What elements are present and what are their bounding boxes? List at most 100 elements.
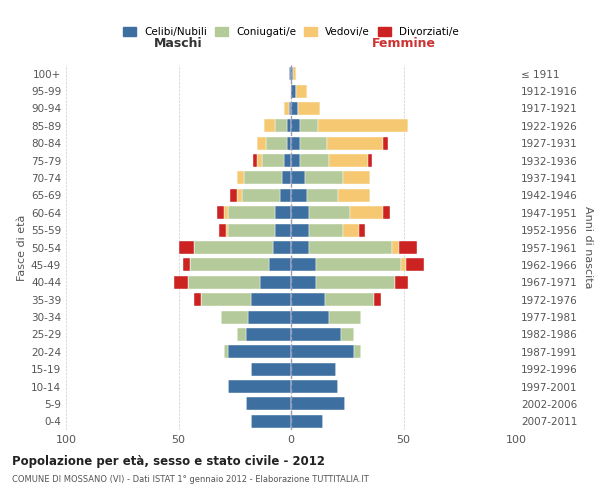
Bar	[275, 224, 291, 236]
Bar	[230, 189, 237, 202]
Bar	[343, 224, 359, 236]
Bar	[291, 189, 307, 202]
Bar	[291, 310, 329, 324]
Bar	[287, 136, 291, 149]
Bar	[325, 293, 374, 306]
Text: Maschi: Maschi	[154, 38, 203, 51]
Bar	[354, 346, 361, 358]
Bar	[237, 189, 241, 202]
Bar	[190, 258, 269, 272]
Bar	[307, 189, 338, 202]
Bar	[349, 206, 383, 220]
Bar	[291, 241, 309, 254]
Bar	[201, 293, 251, 306]
Text: Femmine: Femmine	[371, 38, 436, 51]
Bar	[187, 276, 260, 289]
Bar	[241, 189, 280, 202]
Bar	[298, 102, 320, 115]
Bar	[253, 154, 257, 167]
Bar	[300, 154, 329, 167]
Bar	[223, 206, 228, 220]
Bar	[291, 328, 341, 341]
Bar	[226, 224, 228, 236]
Bar	[289, 67, 291, 80]
Bar	[291, 346, 354, 358]
Text: Popolazione per età, sesso e stato civile - 2012: Popolazione per età, sesso e stato civil…	[12, 455, 325, 468]
Bar	[275, 206, 291, 220]
Bar	[269, 258, 291, 272]
Bar	[262, 154, 284, 167]
Bar	[246, 328, 291, 341]
Legend: Celibi/Nubili, Coniugati/e, Vedovi/e, Divorziati/e: Celibi/Nubili, Coniugati/e, Vedovi/e, Di…	[119, 23, 463, 42]
Bar	[237, 172, 244, 184]
Bar	[266, 136, 287, 149]
Bar	[291, 380, 338, 393]
Bar	[329, 154, 367, 167]
Bar	[374, 293, 381, 306]
Bar	[300, 120, 318, 132]
Bar	[291, 172, 305, 184]
Bar	[223, 346, 228, 358]
Bar	[291, 258, 316, 272]
Bar	[219, 224, 226, 236]
Bar	[316, 258, 401, 272]
Bar	[244, 172, 282, 184]
Bar	[401, 258, 406, 272]
Bar	[383, 136, 388, 149]
Bar	[383, 206, 390, 220]
Bar	[246, 398, 291, 410]
Y-axis label: Anni di nascita: Anni di nascita	[583, 206, 593, 289]
Bar	[305, 172, 343, 184]
Bar	[257, 154, 262, 167]
Bar	[248, 310, 291, 324]
Bar	[367, 154, 372, 167]
Bar	[251, 415, 291, 428]
Bar	[228, 346, 291, 358]
Bar	[174, 276, 187, 289]
Bar	[251, 293, 291, 306]
Bar	[296, 84, 307, 98]
Bar	[291, 415, 323, 428]
Bar	[338, 189, 370, 202]
Text: COMUNE DI MOSSANO (VI) - Dati ISTAT 1° gennaio 2012 - Elaborazione TUTTITALIA.IT: COMUNE DI MOSSANO (VI) - Dati ISTAT 1° g…	[12, 475, 369, 484]
Bar	[327, 136, 383, 149]
Bar	[291, 206, 309, 220]
Bar	[228, 224, 275, 236]
Bar	[329, 310, 361, 324]
Bar	[341, 328, 354, 341]
Bar	[217, 206, 223, 220]
Bar	[399, 241, 417, 254]
Bar	[291, 362, 336, 376]
Bar	[291, 398, 345, 410]
Bar	[221, 310, 248, 324]
Bar	[293, 67, 296, 80]
Bar	[300, 136, 327, 149]
Bar	[257, 136, 266, 149]
Bar	[194, 241, 273, 254]
Bar	[280, 189, 291, 202]
Bar	[282, 172, 291, 184]
Bar	[406, 258, 424, 272]
Bar	[183, 258, 190, 272]
Bar	[228, 206, 275, 220]
Bar	[309, 206, 349, 220]
Bar	[291, 276, 316, 289]
Bar	[260, 276, 291, 289]
Bar	[284, 102, 289, 115]
Bar	[316, 276, 395, 289]
Y-axis label: Fasce di età: Fasce di età	[17, 214, 27, 280]
Bar	[291, 154, 300, 167]
Bar	[291, 102, 298, 115]
Bar	[228, 380, 291, 393]
Bar	[309, 241, 392, 254]
Bar	[392, 241, 399, 254]
Bar	[251, 362, 291, 376]
Bar	[291, 84, 296, 98]
Bar	[343, 172, 370, 184]
Bar	[318, 120, 408, 132]
Bar	[291, 67, 293, 80]
Bar	[237, 328, 246, 341]
Bar	[284, 154, 291, 167]
Bar	[291, 136, 300, 149]
Bar	[309, 224, 343, 236]
